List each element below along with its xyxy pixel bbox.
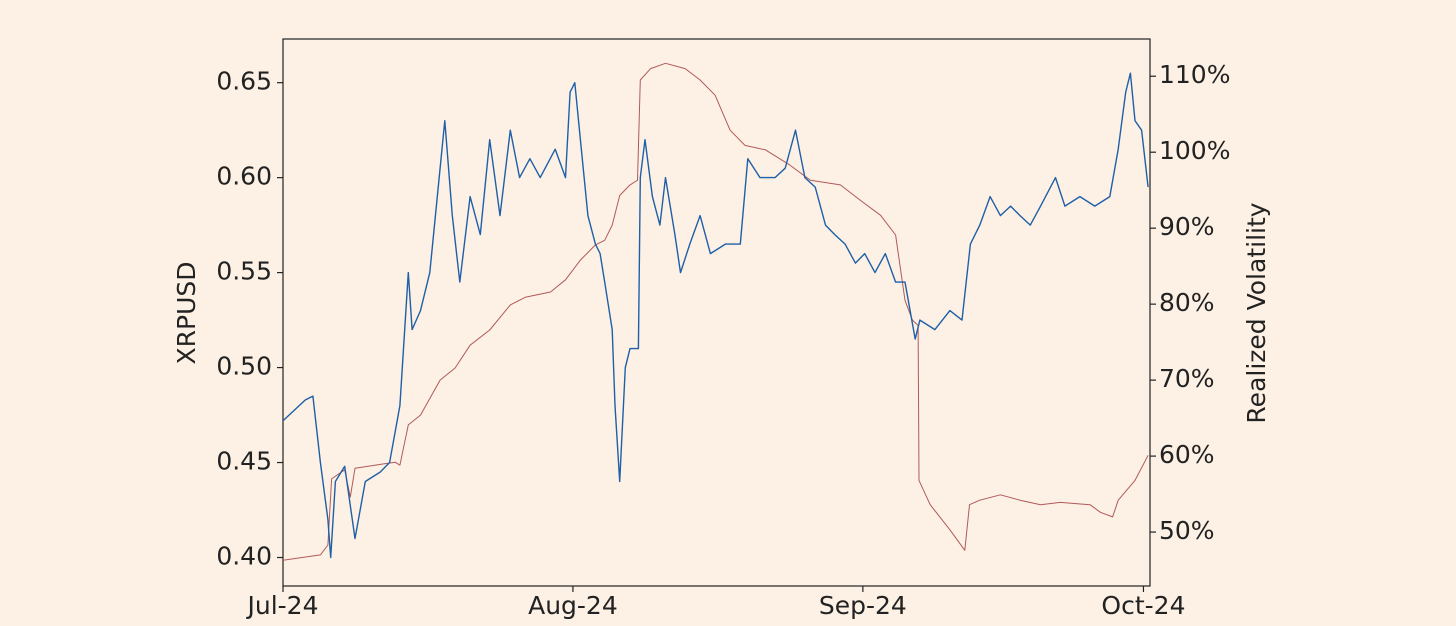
series-line [282,72,1149,559]
y2-tick-label: 50% [1159,516,1215,545]
y2-tick-label: 100% [1159,136,1230,165]
x-tick-label: Oct-24 [1101,591,1185,620]
y-tick-label: 0.45 [216,447,272,476]
plot-frame [282,38,1151,587]
y2-tick-label: 110% [1159,60,1230,89]
y2-tick-label: 70% [1159,364,1215,393]
y-tick-label: 0.50 [216,352,272,381]
x-tick-label: Aug-24 [528,591,618,620]
y2-tick-label: 90% [1159,212,1215,241]
x-tick-label: Sep-24 [819,591,907,620]
y2-tick-label: 80% [1159,288,1215,317]
y2-tick-label: 60% [1159,440,1215,469]
y-tick-label: 0.60 [216,162,272,191]
y-tick-label: 0.65 [216,67,272,96]
y-tick-label: 0.40 [216,542,272,571]
y-tick-label: 0.55 [216,257,272,286]
x-tick-label: Jul-24 [246,591,319,620]
series-line [282,62,1149,561]
y-axis-label: XRPUSD [172,262,201,365]
y2-axis-label: Realized Volatility [1242,202,1271,423]
